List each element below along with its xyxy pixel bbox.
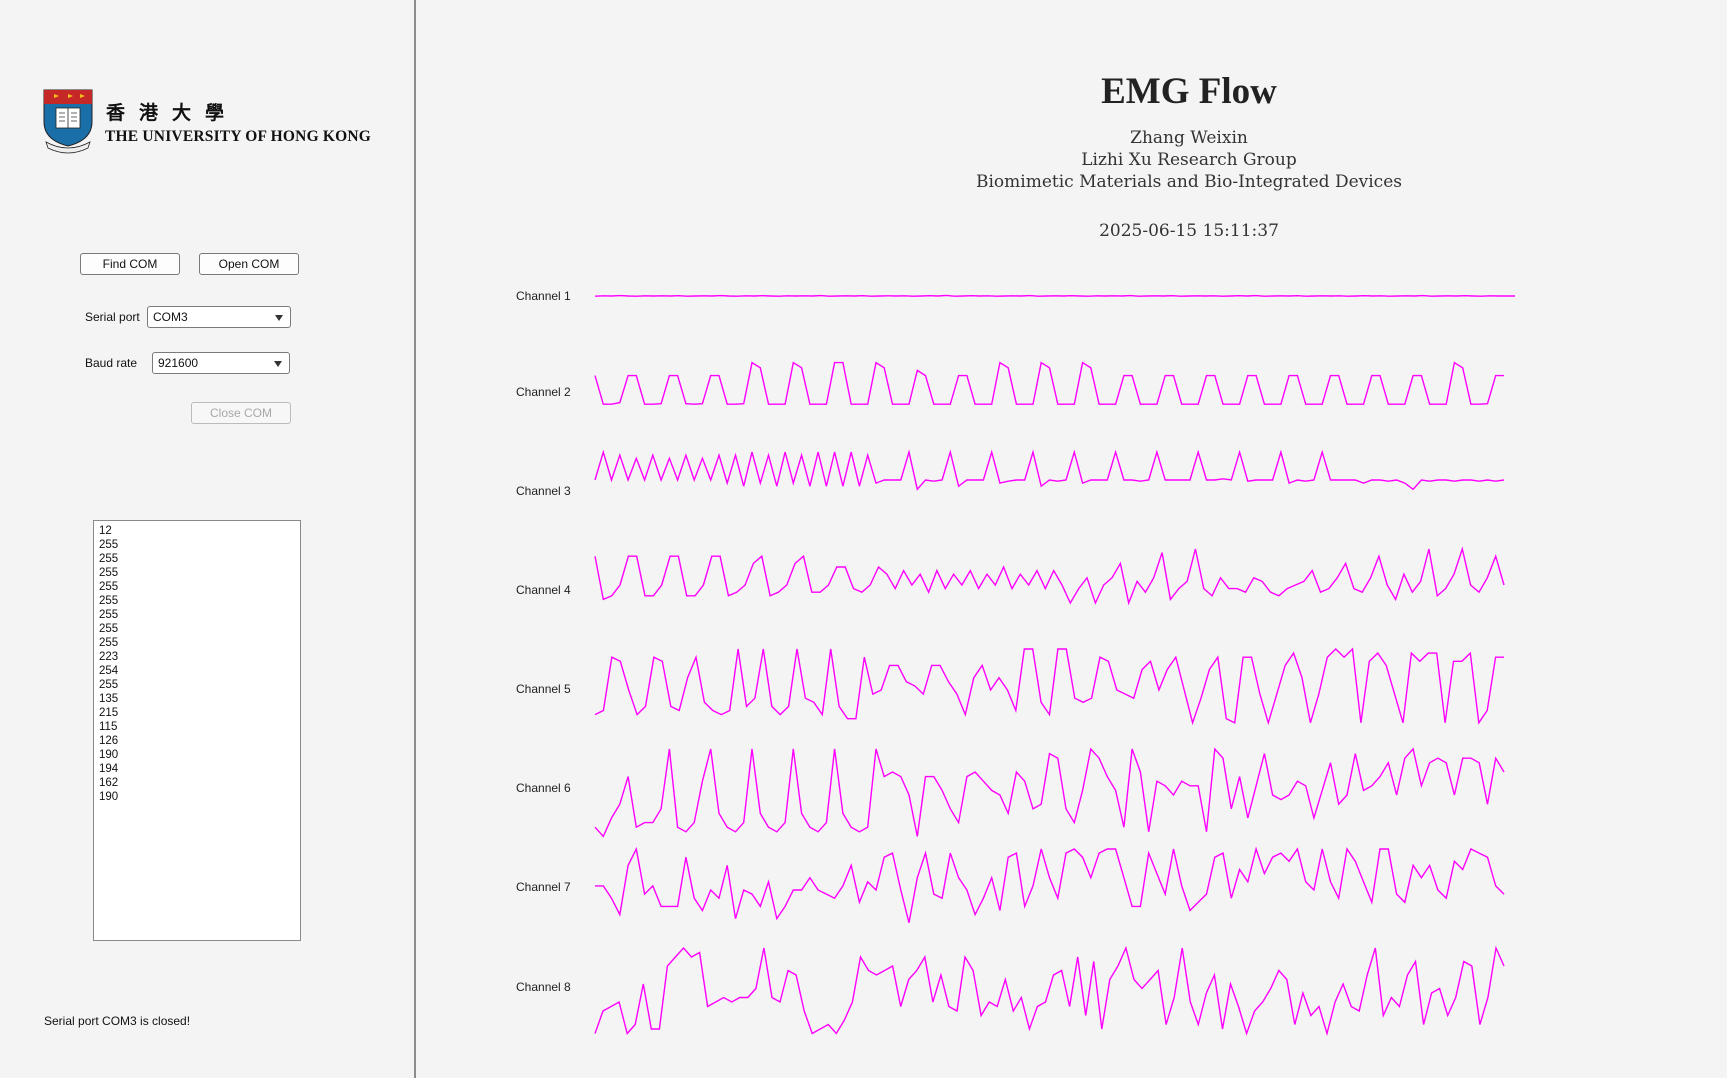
channel-trace: [595, 846, 1505, 923]
app-title: EMG Flow: [1101, 71, 1277, 112]
logo-english-text: THE UNIVERSITY OF HONG KONG: [105, 128, 372, 145]
list-item: 255: [99, 539, 119, 551]
plot-panel: EMG Flow Zhang Weixin Lizhi Xu Research …: [416, 0, 1727, 1078]
list-item: 215: [99, 707, 119, 719]
channel-label: Channel 2: [516, 385, 571, 399]
list-item: 194: [99, 763, 119, 775]
channel-label: Channel 1: [516, 289, 571, 303]
list-item: 12: [99, 525, 112, 537]
baud-rate-label: Baud rate: [85, 356, 138, 370]
channel-trace: [594, 294, 1516, 297]
baud-rate-select[interactable]: 921600: [152, 352, 290, 374]
chevron-down-icon: [274, 361, 282, 367]
list-item: 255: [99, 679, 119, 691]
list-item: 190: [99, 749, 119, 761]
list-item: 254: [99, 665, 119, 677]
list-item: 223: [99, 651, 119, 663]
channel-trace: [594, 449, 1505, 491]
list-item: 255: [99, 553, 119, 565]
received-data-list[interactable]: 12 255 255 255 255 255 255 255 255 223 254 255 135 21…: [93, 520, 301, 941]
panel-divider: [414, 0, 416, 1078]
channel-label: Channel 8: [516, 980, 571, 994]
channel-label: Channel 3: [516, 484, 571, 498]
list-item: 190: [99, 791, 119, 803]
channel-trace: [594, 361, 1504, 405]
find-com-button[interactable]: Find COM: [80, 253, 180, 275]
list-item: 115: [99, 721, 118, 733]
hku-logo: 香港大學 THE UNIVERSITY OF HONG KONG: [40, 88, 380, 158]
list-item: 135: [99, 693, 119, 705]
list-item: 126: [99, 735, 119, 747]
channel-label: Channel 7: [516, 880, 571, 894]
list-item: 255: [99, 637, 119, 649]
channel-label: Channel 5: [516, 682, 571, 696]
channel-label: Channel 6: [516, 781, 571, 795]
logo-chinese-text: 香港大學: [106, 102, 239, 124]
channel-trace: [594, 945, 1505, 1037]
channel-trace: [594, 647, 1504, 726]
emg-channel-plots: Channel 1 Channel 2 Channel 3 Channel 4 Chan…: [516, 289, 1516, 1037]
status-message: Serial port COM3 is closed!: [44, 1014, 191, 1028]
list-item: 255: [99, 609, 119, 621]
baud-rate-value: 921600: [158, 356, 199, 370]
channel-label: Channel 4: [516, 583, 571, 597]
serial-port-label: Serial port: [85, 310, 140, 324]
channel-trace: [594, 546, 1505, 606]
hku-crest-icon: [43, 89, 93, 154]
author-name: Zhang Weixin: [1130, 128, 1248, 148]
channel-trace: [594, 747, 1505, 838]
serial-port-select[interactable]: COM3: [147, 306, 291, 328]
serial-port-value: COM3: [153, 310, 188, 324]
list-item: 255: [99, 623, 119, 635]
lab-name: Biomimetic Materials and Bio-Integrated …: [976, 172, 1402, 192]
research-group: Lizhi Xu Research Group: [1081, 150, 1297, 170]
list-item: 255: [99, 595, 119, 607]
chevron-down-icon: [275, 315, 283, 321]
control-panel: 香港大學 THE UNIVERSITY OF HONG KONG Find CO…: [0, 0, 414, 1078]
timestamp: 2025-06-15 15:11:37: [1099, 221, 1279, 241]
open-com-button[interactable]: Open COM: [199, 253, 299, 275]
close-com-button[interactable]: Close COM: [191, 402, 291, 424]
list-item: 255: [99, 567, 119, 579]
list-item: 255: [99, 581, 119, 593]
list-item: 162: [99, 777, 119, 789]
